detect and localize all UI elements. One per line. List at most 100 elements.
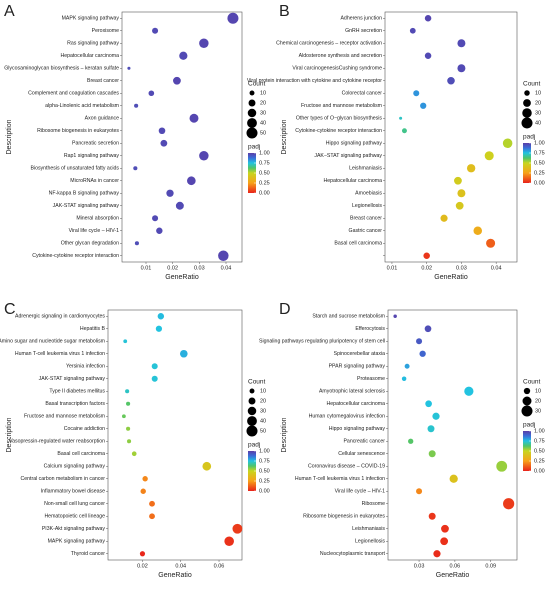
size-legend-label: 20 <box>260 398 266 404</box>
size-legend-key <box>248 397 256 405</box>
x-axis-label: GeneRatio <box>436 572 470 579</box>
point <box>166 189 174 197</box>
category-label: JAK-STAT signaling pathway <box>53 203 120 209</box>
size-legend-label: 10 <box>260 388 266 394</box>
category-label: Nucleocytoplasmic transport <box>320 551 386 557</box>
point <box>416 338 423 345</box>
category-label: Calcium signaling pathway <box>44 464 106 470</box>
x-tick-label: 0.03 <box>194 265 205 271</box>
point <box>484 151 494 161</box>
size-legend-title: Count <box>248 81 266 88</box>
point <box>464 386 474 396</box>
color-tick-label: 1.00 <box>259 448 270 454</box>
size-legend-label: 30 <box>535 408 541 414</box>
panel: C 0.02 0.04 0.06 Adrenergic signaling in car… <box>0 301 270 579</box>
category-label: Gastric cancer <box>349 228 383 234</box>
size-legend-key <box>249 90 255 96</box>
point <box>140 488 146 494</box>
category-label: Human T-cell leukemia virus 1 infection <box>295 476 385 482</box>
point <box>139 551 146 557</box>
x-tick-label: 0.03 <box>414 563 425 569</box>
color-tick-label: 0.50 <box>259 468 270 474</box>
y-axis-label: Description <box>6 119 13 154</box>
point <box>408 438 414 444</box>
point <box>127 66 131 70</box>
category-label: Basal transcription factors <box>45 401 105 407</box>
x-tick-label: 0.01 <box>387 265 398 271</box>
point <box>401 128 407 134</box>
category-label: Cellular senescence <box>338 451 385 457</box>
color-bar <box>248 153 256 193</box>
category-label: Viral life cycle – HIV-1 <box>69 228 119 234</box>
size-legend-label: 30 <box>260 110 266 116</box>
size-legend-key <box>521 117 533 129</box>
category-label: Hepatitis B <box>80 326 106 332</box>
size-legend-label: 40 <box>260 120 266 126</box>
size-legend-label: 30 <box>535 110 541 116</box>
point <box>149 500 155 507</box>
category-label: Breast cancer <box>87 78 119 84</box>
color-legend-title: padj <box>248 442 260 449</box>
category-label: Spinocerebellar ataxia <box>334 351 385 357</box>
size-legend-label: 10 <box>535 90 541 96</box>
x-tick-label: 0.01 <box>141 265 152 271</box>
size-legend-label: 50 <box>260 428 266 434</box>
category-label: Type II diabetes mellitus <box>49 389 105 395</box>
point <box>202 461 212 471</box>
size-legend-key <box>246 425 258 437</box>
category-label: Thyroid cancer <box>71 551 106 557</box>
color-tick-label: 1.00 <box>534 140 545 146</box>
size-legend-key <box>522 108 532 118</box>
size-legend-key <box>523 99 531 107</box>
category-label: Hematopoietic cell lineage <box>44 514 105 520</box>
category-label: Ribosome biogenesis in eukaryotes <box>303 514 385 520</box>
point <box>440 537 449 546</box>
category-label: Hepatocellular carcinoma <box>326 401 385 407</box>
category-label: Efferocytosis <box>355 326 385 332</box>
point <box>123 339 128 344</box>
category-label: alpha-Linolenic acid metabolism <box>45 103 119 109</box>
point <box>156 227 163 234</box>
point <box>413 90 420 97</box>
color-tick-label: 0.25 <box>534 170 545 176</box>
point <box>189 113 199 123</box>
size-legend-title: Count <box>248 379 266 386</box>
category-label: Non-small cell lung cancer <box>44 501 105 507</box>
category-label: Starch and sucrose metabolism <box>312 314 385 320</box>
point <box>133 166 138 171</box>
point <box>126 401 131 406</box>
category-label: Central carbon metabolism in cancer <box>21 476 106 482</box>
category-label: Aldosterone synthesis and secretion <box>299 53 382 59</box>
category-label: Axon guidance <box>85 116 119 122</box>
category-label: MicroRNAs in cancer <box>70 178 119 184</box>
category-label: Adherens junction <box>340 16 382 22</box>
category-label: MAPK signaling pathway <box>48 539 106 545</box>
category-label: Hippo signaling pathway <box>329 426 386 432</box>
point <box>466 164 476 173</box>
point <box>428 512 436 520</box>
point <box>187 176 196 186</box>
point <box>419 350 426 357</box>
point <box>199 151 209 161</box>
color-legend-title: padj <box>248 144 260 151</box>
size-legend-label: 40 <box>260 418 266 424</box>
color-tick-label: 0.75 <box>259 160 270 166</box>
color-tick-label: 0.25 <box>259 180 270 186</box>
x-tick-label: 0.02 <box>421 265 432 271</box>
category-label: Viral protein interaction with cytokine … <box>247 78 382 84</box>
category-label: PPAR signaling pathway <box>329 364 386 370</box>
x-tick-label: 0.04 <box>175 563 186 569</box>
color-tick-label: 0.75 <box>534 438 545 444</box>
point <box>149 513 155 520</box>
point <box>158 127 166 135</box>
category-label: Vasopressin-regulated water reabsorption <box>9 439 105 445</box>
point <box>424 14 432 22</box>
y-axis-label: Description <box>6 417 13 452</box>
size-legend-label: 20 <box>535 398 541 404</box>
color-bar <box>248 451 256 491</box>
category-label: Coronavirus disease – COVID-19 <box>308 464 385 470</box>
category-label: Proteasome <box>357 376 385 382</box>
panel: B 0.01 0.02 0.03 0.04 Adherens junction GnRH s… <box>247 3 545 281</box>
category-label: Amino sugar and nucleotide sugar metabol… <box>0 339 105 345</box>
y-axis-label: Description <box>281 417 288 452</box>
